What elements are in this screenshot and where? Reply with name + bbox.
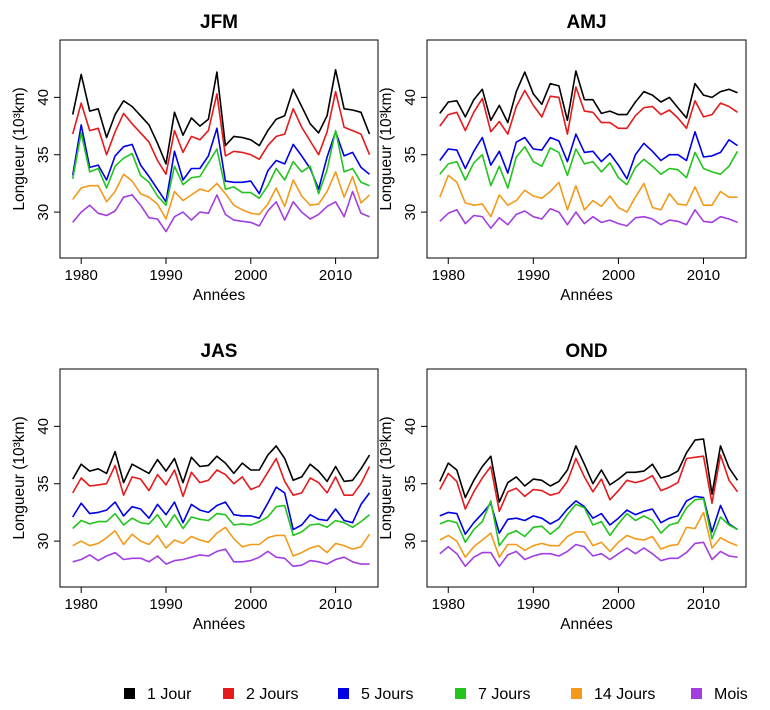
series-line-7-jours bbox=[72, 504, 371, 537]
x-tick-label: 1980 bbox=[65, 267, 98, 284]
series-line-5-jours bbox=[72, 486, 371, 531]
series-line-1-jour bbox=[439, 438, 739, 503]
x-tick-label: 2000 bbox=[602, 596, 635, 613]
x-tick-label: 2000 bbox=[602, 267, 635, 284]
x-axis-label: Années bbox=[193, 616, 246, 633]
series-line-mois bbox=[439, 541, 738, 568]
legend-label: 1 Jour bbox=[147, 686, 192, 703]
x-tick-label: 1980 bbox=[432, 267, 465, 284]
x-axis-label: Années bbox=[560, 287, 613, 304]
legend-swatch bbox=[691, 688, 702, 699]
y-tick-label: 40 bbox=[35, 418, 52, 435]
series-line-14-jours bbox=[439, 511, 738, 559]
y-tick-label: 40 bbox=[35, 89, 52, 106]
x-tick-label: 2000 bbox=[234, 267, 267, 284]
y-axis-label: Longueur (10³km) bbox=[378, 87, 395, 210]
y-tick-label: 35 bbox=[402, 146, 419, 163]
panel-ond: OND 1980 1990 2000 2010 30 35 40 Années Longueur … bbox=[378, 341, 747, 633]
panel-title: AMJ bbox=[566, 12, 606, 33]
series-line-5-jours bbox=[71, 124, 370, 203]
series-line-2-jours bbox=[439, 86, 738, 135]
legend-swatch bbox=[455, 688, 466, 699]
panel-title: OND bbox=[565, 341, 607, 362]
x-tick-label: 1990 bbox=[517, 596, 550, 613]
x-tick-label: 2010 bbox=[319, 267, 352, 284]
y-tick-label: 35 bbox=[35, 475, 52, 492]
panel-jfm: JFM 1980 1990 2000 2010 30 35 40 Années Longueur … bbox=[11, 12, 379, 304]
legend-label: Mois bbox=[714, 686, 748, 703]
legend: 1 Jour 2 Jours 5 Jours 7 Jours 14 Jours Mois bbox=[124, 686, 748, 703]
series-line-7-jours bbox=[71, 129, 370, 206]
y-tick-label: 35 bbox=[35, 146, 52, 163]
series-line-2-jours bbox=[72, 457, 371, 498]
series-line-mois bbox=[72, 548, 370, 568]
x-tick-label: 2010 bbox=[687, 596, 720, 613]
x-tick-label: 1980 bbox=[65, 596, 98, 613]
legend-label: 5 Jours bbox=[361, 686, 413, 703]
panel-title: JFM bbox=[200, 12, 238, 33]
y-tick-label: 40 bbox=[402, 89, 419, 106]
series-line-14-jours bbox=[72, 526, 371, 557]
y-tick-label: 30 bbox=[35, 533, 52, 550]
plot-frame bbox=[59, 368, 379, 588]
x-tick-label: 1990 bbox=[149, 267, 182, 284]
series-line-14-jours bbox=[72, 171, 371, 220]
x-tick-label: 1990 bbox=[517, 267, 550, 284]
panel-jas: JAS 1980 1990 2000 2010 30 35 40 Années Longueur … bbox=[11, 341, 379, 633]
series-line-1-jour bbox=[71, 69, 371, 165]
series-line-1-jour bbox=[72, 445, 371, 484]
y-axis-label: Longueur (10³km) bbox=[378, 416, 395, 539]
x-axis-label: Années bbox=[560, 616, 613, 633]
y-axis-label: Longueur (10³km) bbox=[11, 416, 28, 539]
series-line-2-jours bbox=[439, 454, 739, 513]
legend-swatch bbox=[338, 688, 349, 699]
series-line-7-jours bbox=[439, 497, 738, 547]
y-tick-label: 30 bbox=[402, 533, 419, 550]
legend-swatch bbox=[571, 688, 582, 699]
y-tick-label: 40 bbox=[402, 418, 419, 435]
series-line-mois bbox=[439, 207, 738, 229]
x-tick-label: 2010 bbox=[319, 596, 352, 613]
series-line-7-jours bbox=[439, 145, 739, 189]
y-tick-label: 30 bbox=[402, 204, 419, 221]
y-tick-label: 30 bbox=[35, 204, 52, 221]
series-line-1-jour bbox=[439, 70, 738, 124]
panel-title: JAS bbox=[201, 341, 238, 362]
legend-swatch bbox=[223, 688, 234, 699]
x-tick-label: 2010 bbox=[687, 267, 720, 284]
x-tick-label: 1980 bbox=[432, 596, 465, 613]
legend-label: 2 Jours bbox=[246, 686, 298, 703]
series-line-14-jours bbox=[439, 174, 738, 218]
x-tick-label: 1990 bbox=[149, 596, 182, 613]
series-line-5-jours bbox=[439, 131, 738, 180]
y-axis-label: Longueur (10³km) bbox=[11, 87, 28, 210]
x-tick-label: 2000 bbox=[234, 596, 267, 613]
x-axis-label: Années bbox=[193, 287, 246, 304]
plot-frame bbox=[426, 39, 747, 259]
y-tick-label: 35 bbox=[402, 475, 419, 492]
series-line-2-jours bbox=[71, 90, 371, 175]
panel-amj: AMJ 1980 1990 2000 2010 30 35 40 Années Longueur … bbox=[378, 12, 747, 304]
series-line-mois bbox=[72, 190, 370, 233]
legend-label: 7 Jours bbox=[478, 686, 530, 703]
plot-frame bbox=[426, 368, 747, 588]
legend-swatch bbox=[124, 688, 135, 699]
legend-label: 14 Jours bbox=[594, 686, 655, 703]
plot-frame bbox=[59, 39, 379, 259]
